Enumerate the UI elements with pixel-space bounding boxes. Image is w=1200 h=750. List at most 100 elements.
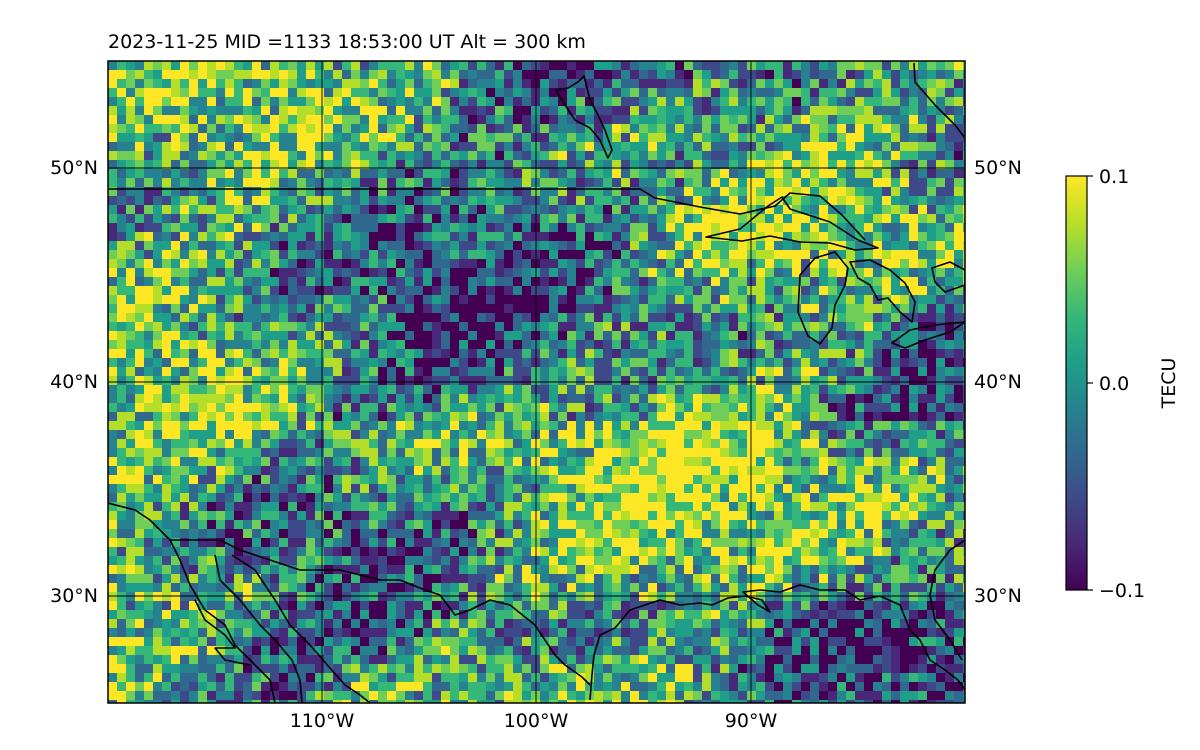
tec-cell xyxy=(792,232,802,242)
tec-cell xyxy=(738,475,748,485)
tec-cell xyxy=(900,223,910,233)
tec-cell xyxy=(855,151,865,161)
tec-cell xyxy=(495,187,505,197)
tec-cell xyxy=(189,367,199,377)
tec-cell xyxy=(198,70,208,80)
tec-cell xyxy=(189,79,199,89)
tec-cell xyxy=(207,133,217,143)
tec-cell xyxy=(279,430,289,440)
tec-cell xyxy=(378,61,388,71)
tec-cell xyxy=(441,511,451,521)
tec-cell xyxy=(450,511,460,521)
tec-cell xyxy=(801,457,811,467)
tec-cell xyxy=(468,196,478,206)
tec-cell xyxy=(171,124,181,134)
tec-cell xyxy=(324,367,334,377)
tec-cell xyxy=(720,439,730,449)
tec-cell xyxy=(216,394,226,404)
tec-cell xyxy=(549,61,559,71)
tec-cell xyxy=(765,196,775,206)
tec-cell xyxy=(684,430,694,440)
tec-cell xyxy=(513,502,523,512)
tec-cell xyxy=(630,241,640,251)
tec-cell xyxy=(621,502,631,512)
tec-cell xyxy=(963,412,965,422)
tec-cell xyxy=(549,286,559,296)
tec-cell xyxy=(549,367,559,377)
tec-cell xyxy=(396,466,406,476)
tec-cell xyxy=(405,232,415,242)
tec-cell xyxy=(918,178,928,188)
tec-cell xyxy=(720,268,730,278)
tec-cell xyxy=(477,88,487,98)
tec-cell xyxy=(891,214,901,224)
tec-cell xyxy=(963,286,965,296)
tec-cell xyxy=(729,412,739,422)
tec-cell xyxy=(153,196,163,206)
tec-cell xyxy=(621,61,631,71)
tec-cell xyxy=(342,106,352,116)
tec-cell xyxy=(153,403,163,413)
tec-cell xyxy=(540,97,550,107)
tec-cell xyxy=(270,178,280,188)
tec-cell xyxy=(747,196,757,206)
tec-cell xyxy=(207,439,217,449)
tec-cell xyxy=(225,277,235,287)
tec-cell xyxy=(225,394,235,404)
tec-cell xyxy=(369,511,379,521)
tec-cell xyxy=(486,349,496,359)
tec-cell xyxy=(243,151,253,161)
tec-cell xyxy=(378,241,388,251)
tec-cell xyxy=(747,466,757,476)
tec-cell xyxy=(927,376,937,386)
tec-cell xyxy=(585,142,595,152)
tec-cell xyxy=(369,349,379,359)
tec-cell xyxy=(675,232,685,242)
tec-cell xyxy=(270,313,280,323)
tec-cell xyxy=(180,124,190,134)
tec-cell xyxy=(225,142,235,152)
tec-cell xyxy=(513,241,523,251)
tec-cell xyxy=(954,511,964,521)
tec-cell xyxy=(738,286,748,296)
tec-cell xyxy=(684,259,694,269)
tec-cell xyxy=(603,268,613,278)
tec-cell xyxy=(243,475,253,485)
tec-cell xyxy=(126,124,136,134)
tec-cell xyxy=(927,502,937,512)
tec-cell xyxy=(900,133,910,143)
tec-cell xyxy=(126,196,136,206)
tec-cell xyxy=(540,502,550,512)
tec-cell xyxy=(234,223,244,233)
tec-cell xyxy=(603,466,613,476)
tec-cell xyxy=(378,142,388,152)
tec-cell xyxy=(846,70,856,80)
tec-cell xyxy=(549,196,559,206)
tec-cell xyxy=(117,268,127,278)
tec-cell xyxy=(729,448,739,458)
tec-cell xyxy=(864,205,874,215)
tec-cell xyxy=(180,97,190,107)
tec-cell xyxy=(702,151,712,161)
tec-cell xyxy=(261,322,271,332)
tec-cell xyxy=(405,214,415,224)
tec-cell xyxy=(324,232,334,242)
tec-cell xyxy=(657,457,667,467)
tec-cell xyxy=(297,520,307,530)
tec-cell xyxy=(819,520,829,530)
tec-cell xyxy=(585,484,595,494)
tec-cell xyxy=(477,304,487,314)
tec-cell xyxy=(468,304,478,314)
tec-cell xyxy=(774,430,784,440)
tec-cell xyxy=(639,313,649,323)
tec-cell xyxy=(252,457,262,467)
tec-cell xyxy=(594,178,604,188)
tec-cell xyxy=(621,259,631,269)
tec-cell xyxy=(522,178,532,188)
tec-cell xyxy=(702,367,712,377)
tec-cell xyxy=(486,286,496,296)
tec-cell xyxy=(369,493,379,503)
tec-cell xyxy=(423,259,433,269)
tec-cell xyxy=(342,340,352,350)
tec-cell xyxy=(351,115,361,125)
